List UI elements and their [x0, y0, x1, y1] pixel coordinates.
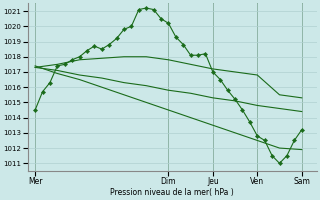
X-axis label: Pression niveau de la mer( hPa ): Pression niveau de la mer( hPa ): [110, 188, 234, 197]
